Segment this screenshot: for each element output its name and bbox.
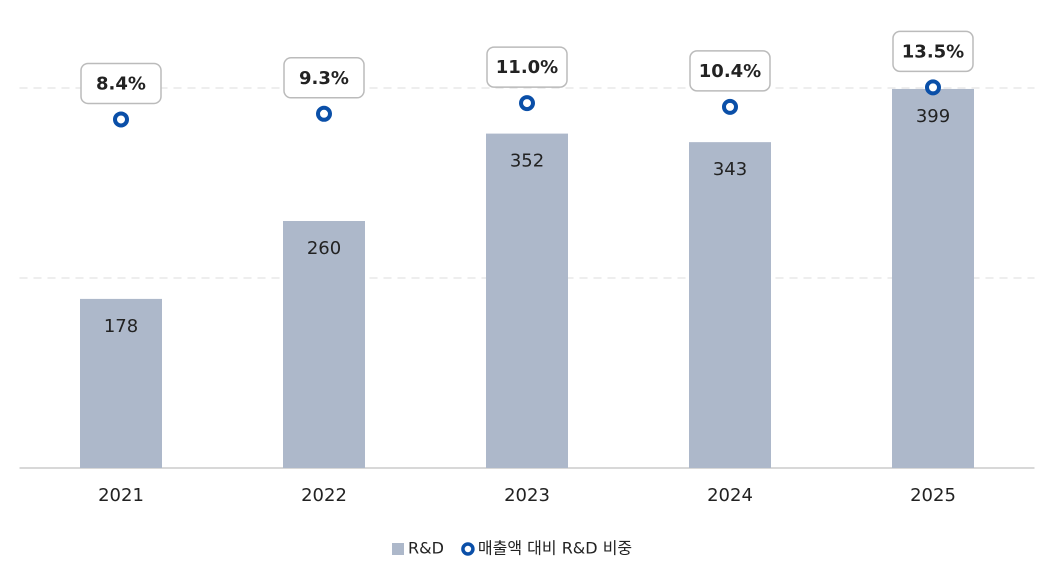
bar-value-label: 260 bbox=[307, 238, 341, 259]
x-tick-label: 2024 bbox=[707, 485, 753, 506]
point-value-label: 9.3% bbox=[299, 68, 349, 89]
x-tick-label: 2025 bbox=[910, 485, 956, 506]
bar bbox=[283, 221, 365, 468]
legend-swatch bbox=[392, 543, 404, 555]
x-tick-label: 2021 bbox=[98, 485, 144, 506]
label-box bbox=[80, 62, 162, 105]
point-value-label: 10.4% bbox=[699, 61, 761, 82]
label-box bbox=[486, 46, 568, 88]
label-box bbox=[689, 50, 771, 92]
point-value-label: 11.0% bbox=[496, 57, 558, 78]
legend-label: R&D bbox=[408, 539, 444, 558]
bar bbox=[486, 133, 568, 468]
x-tick-label: 2023 bbox=[504, 485, 550, 506]
point bbox=[316, 105, 332, 122]
legend-marker bbox=[461, 542, 475, 556]
x-tick-label: 2022 bbox=[301, 485, 347, 506]
legend-label: 매출액 대비 R&D 비중 bbox=[478, 539, 632, 558]
point-value-label: 13.5% bbox=[902, 41, 964, 62]
bar-value-label: 352 bbox=[510, 151, 544, 172]
bar-value-label: 178 bbox=[104, 316, 138, 337]
point bbox=[519, 95, 535, 112]
bar-value-label: 343 bbox=[713, 159, 747, 180]
bar bbox=[689, 142, 771, 468]
label-box bbox=[892, 30, 974, 73]
label-box bbox=[283, 57, 365, 99]
point bbox=[925, 79, 941, 96]
point-value-label: 8.4% bbox=[96, 73, 146, 94]
point bbox=[113, 111, 129, 128]
bar bbox=[892, 88, 974, 468]
bar-value-label: 399 bbox=[916, 106, 950, 127]
point bbox=[722, 98, 738, 115]
bar bbox=[80, 298, 162, 468]
